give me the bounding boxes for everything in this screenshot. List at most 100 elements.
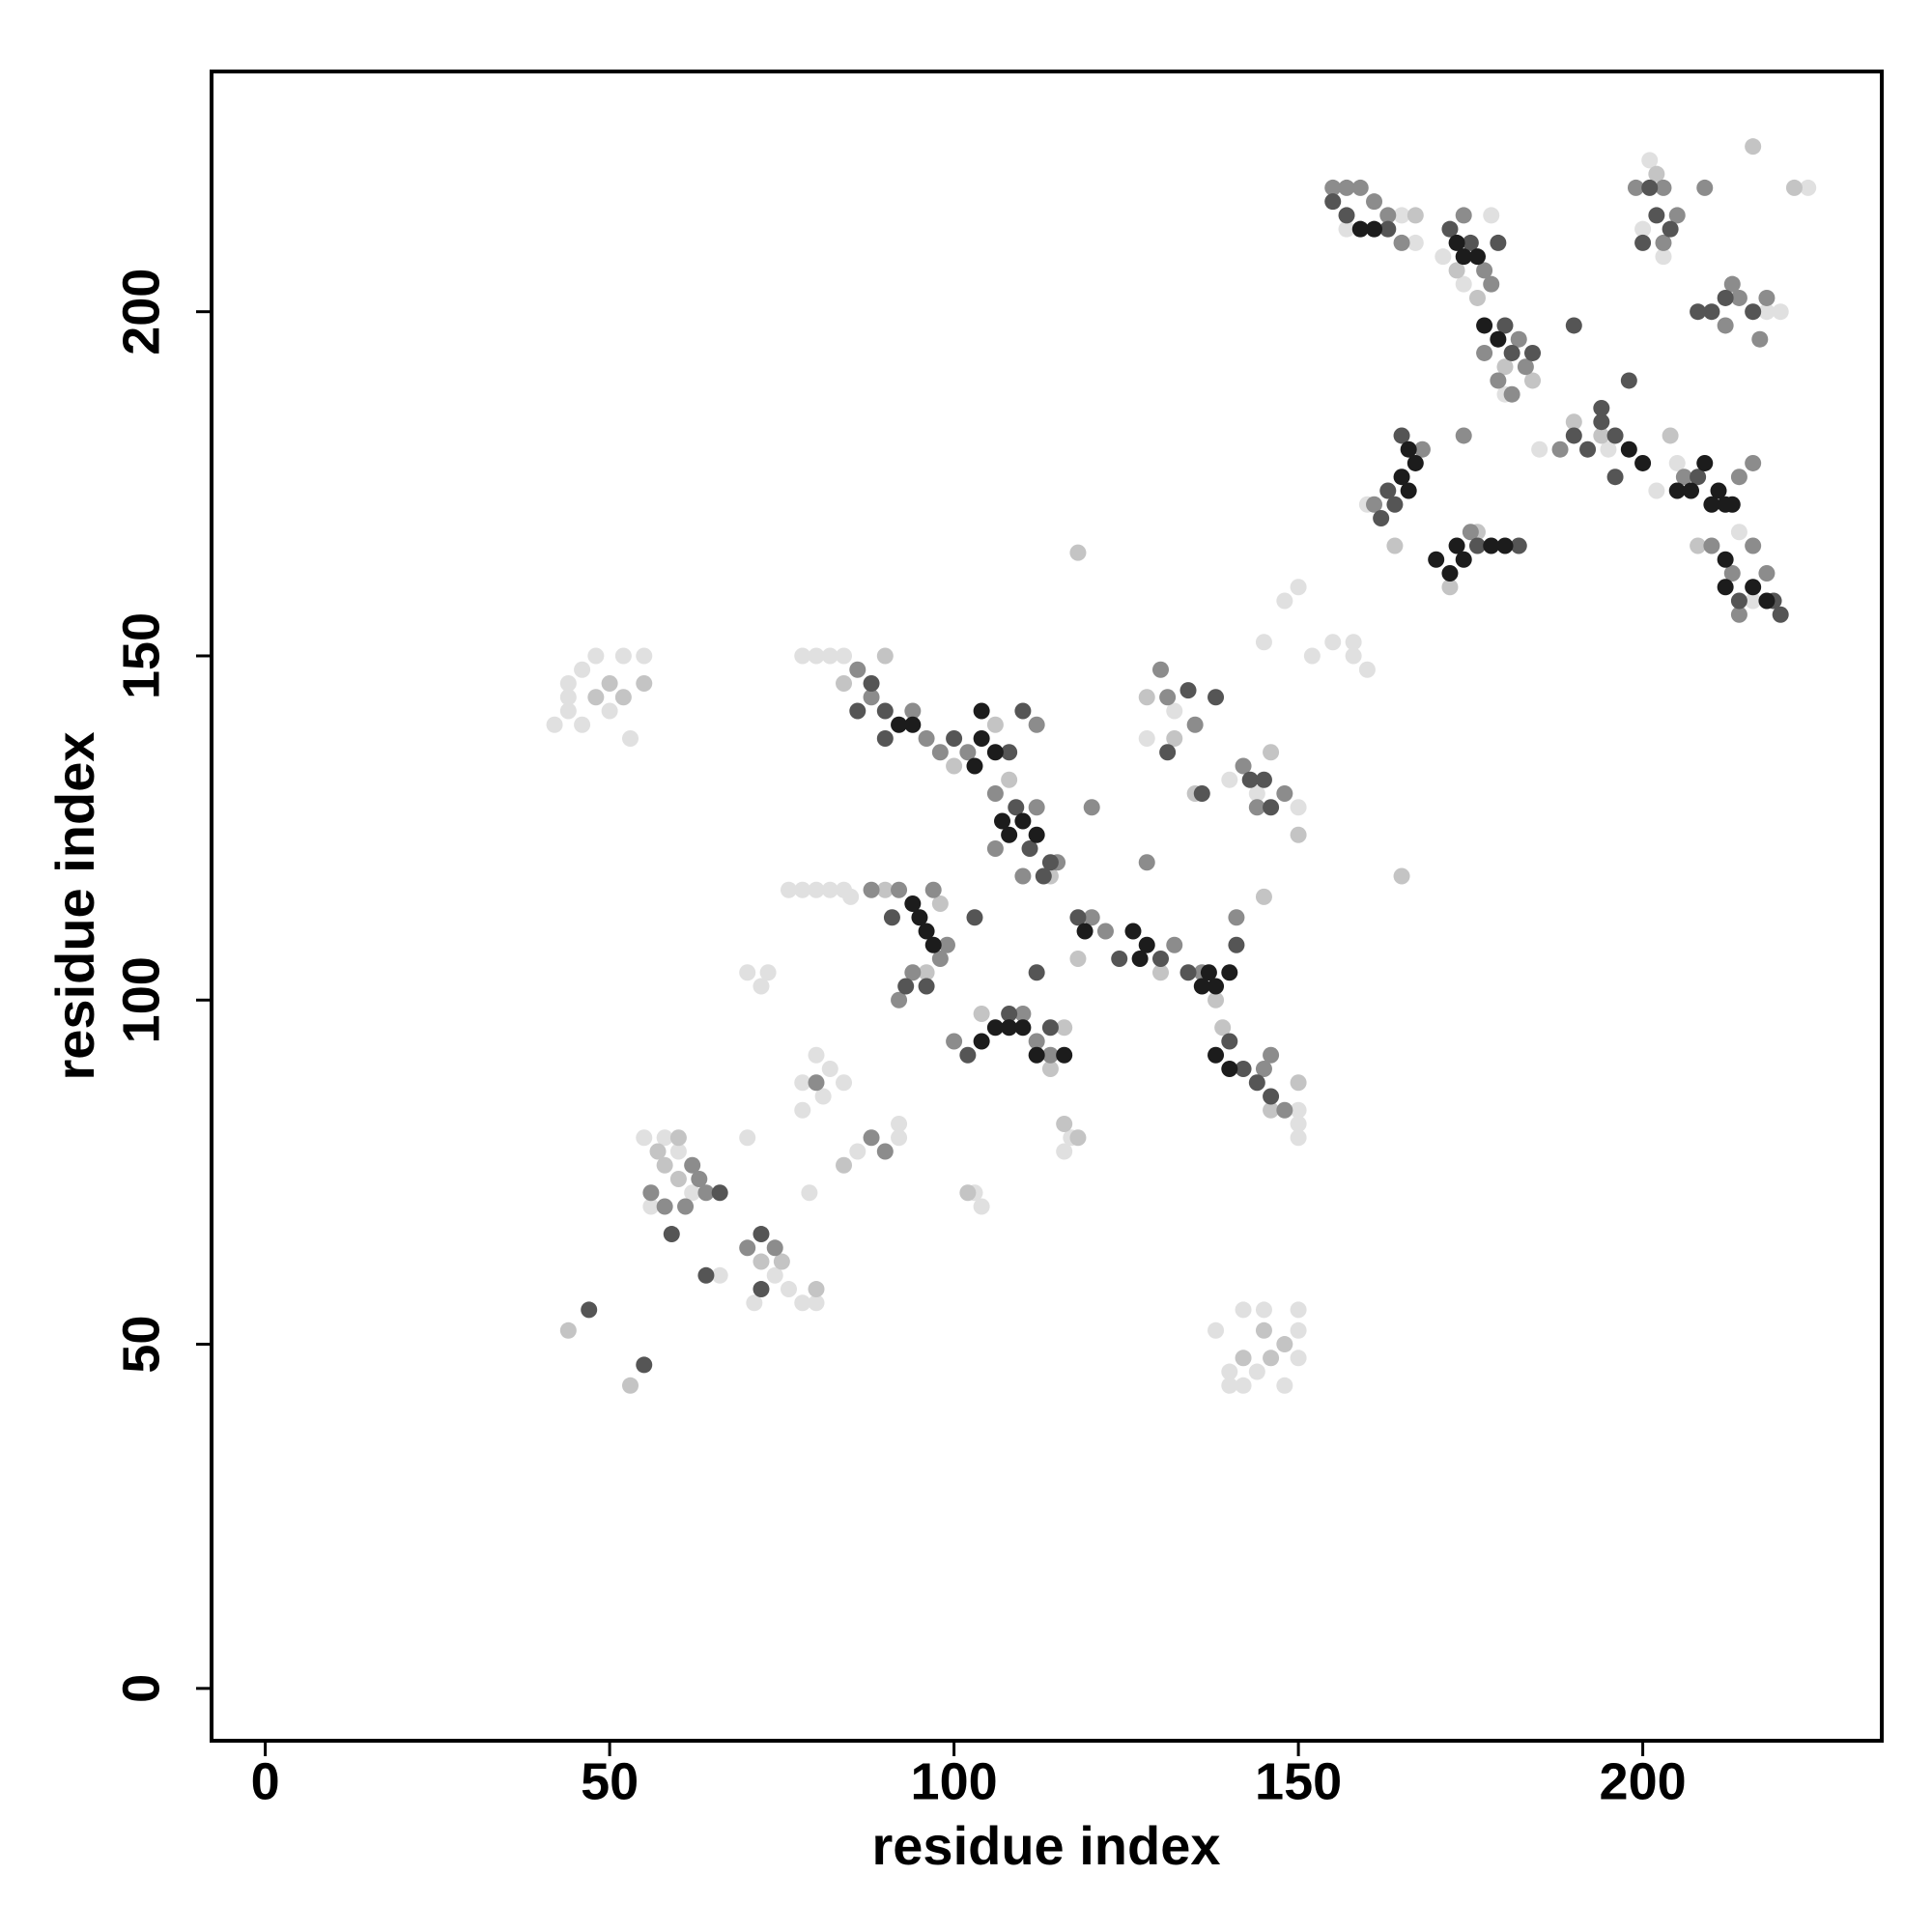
contact-point <box>1496 537 1514 554</box>
contact-point <box>1455 207 1472 224</box>
contact-point <box>1014 1019 1032 1037</box>
contact-point <box>559 689 577 706</box>
contact-point <box>1683 482 1700 499</box>
contact-point <box>1565 413 1582 431</box>
contact-point <box>849 661 867 678</box>
contact-point <box>1235 757 1252 775</box>
contact-point <box>1235 1301 1252 1319</box>
contact-point <box>1483 537 1500 554</box>
contact-point <box>669 1171 687 1188</box>
x-tick-label: 200 <box>1600 1752 1687 1810</box>
contact-point <box>1208 1321 1225 1339</box>
contact-point <box>636 1356 653 1374</box>
contact-point <box>1351 220 1369 238</box>
contact-point <box>931 744 949 761</box>
contact-point <box>559 1321 577 1339</box>
contact-point <box>1014 812 1032 830</box>
y-axis-title: residue index <box>44 731 105 1080</box>
contact-point <box>649 1143 667 1160</box>
contact-point <box>808 1046 825 1064</box>
contact-point <box>959 744 977 761</box>
contact-point <box>821 881 838 898</box>
contact-point <box>1001 744 1018 761</box>
contact-point <box>1723 564 1741 582</box>
contact-point <box>621 1377 639 1394</box>
contact-point <box>876 729 894 747</box>
contact-point <box>904 964 922 981</box>
contact-point <box>753 1253 770 1270</box>
contact-point <box>883 909 900 926</box>
contact-point <box>656 1198 673 1215</box>
contact-point <box>739 964 756 981</box>
contact-point <box>1406 234 1424 251</box>
contact-point <box>1745 303 1762 321</box>
contact-point <box>1758 592 1776 610</box>
x-tick-label: 150 <box>1255 1752 1342 1810</box>
contact-point <box>669 1143 687 1160</box>
contact-point <box>1690 537 1707 554</box>
contact-point <box>1056 1046 1073 1064</box>
contact-point <box>1400 482 1417 499</box>
contact-point <box>559 674 577 692</box>
contact-point <box>1208 991 1225 1009</box>
contact-point <box>863 674 880 692</box>
contact-point <box>697 1184 715 1202</box>
contact-point <box>656 1156 673 1174</box>
contact-point <box>1517 358 1534 376</box>
contact-point <box>801 1184 818 1202</box>
contact-point <box>1565 317 1582 334</box>
contact-point <box>1228 936 1245 953</box>
contact-point <box>1455 427 1472 444</box>
x-tick-label: 50 <box>581 1752 639 1810</box>
contact-point <box>1290 1101 1307 1119</box>
contact-point <box>904 716 922 733</box>
contact-point <box>677 1198 695 1215</box>
contact-point <box>973 1033 990 1050</box>
contact-point <box>814 1088 832 1105</box>
contact-point <box>1717 579 1734 596</box>
contact-point <box>1448 537 1465 554</box>
x-tick-label: 100 <box>911 1752 998 1810</box>
contact-point <box>1406 454 1424 471</box>
contact-point <box>946 757 963 775</box>
contact-point <box>1730 469 1747 486</box>
contact-point <box>849 702 867 720</box>
contact-point <box>1255 771 1272 788</box>
contact-point <box>614 689 632 706</box>
contact-point <box>1151 951 1169 968</box>
contact-point <box>1028 716 1045 733</box>
contact-point <box>559 702 577 720</box>
contact-point <box>1324 634 1342 651</box>
contact-point <box>973 1006 990 1023</box>
contact-point <box>1001 826 1018 843</box>
contact-point <box>656 1129 673 1147</box>
contact-point <box>1723 275 1741 293</box>
contact-point <box>1662 220 1679 238</box>
contact-point <box>1717 289 1734 306</box>
contact-point <box>959 1046 977 1064</box>
contact-point <box>1028 826 1045 843</box>
contact-point <box>601 674 618 692</box>
contact-point <box>1221 1033 1238 1050</box>
contact-point <box>986 1019 1004 1037</box>
contact-point <box>1276 592 1293 610</box>
contact-point <box>918 729 935 747</box>
contact-point <box>587 689 605 706</box>
contact-point <box>1490 330 1507 348</box>
contact-point <box>1041 854 1059 871</box>
y-tick-label: 200 <box>112 269 170 355</box>
contact-point <box>1730 592 1747 610</box>
contact-point <box>780 881 797 898</box>
contact-point <box>1263 1046 1280 1064</box>
contact-point <box>739 1239 756 1257</box>
contact-point <box>1455 551 1472 568</box>
contact-point <box>1056 1116 1073 1133</box>
contact-point <box>1772 303 1789 321</box>
contact-point <box>1276 1101 1293 1119</box>
contact-point <box>1386 537 1404 554</box>
contact-point <box>986 716 1004 733</box>
contact-point <box>1593 399 1610 416</box>
contact-point <box>1208 689 1225 706</box>
contact-point <box>1745 454 1762 471</box>
contact-point <box>808 1281 825 1298</box>
